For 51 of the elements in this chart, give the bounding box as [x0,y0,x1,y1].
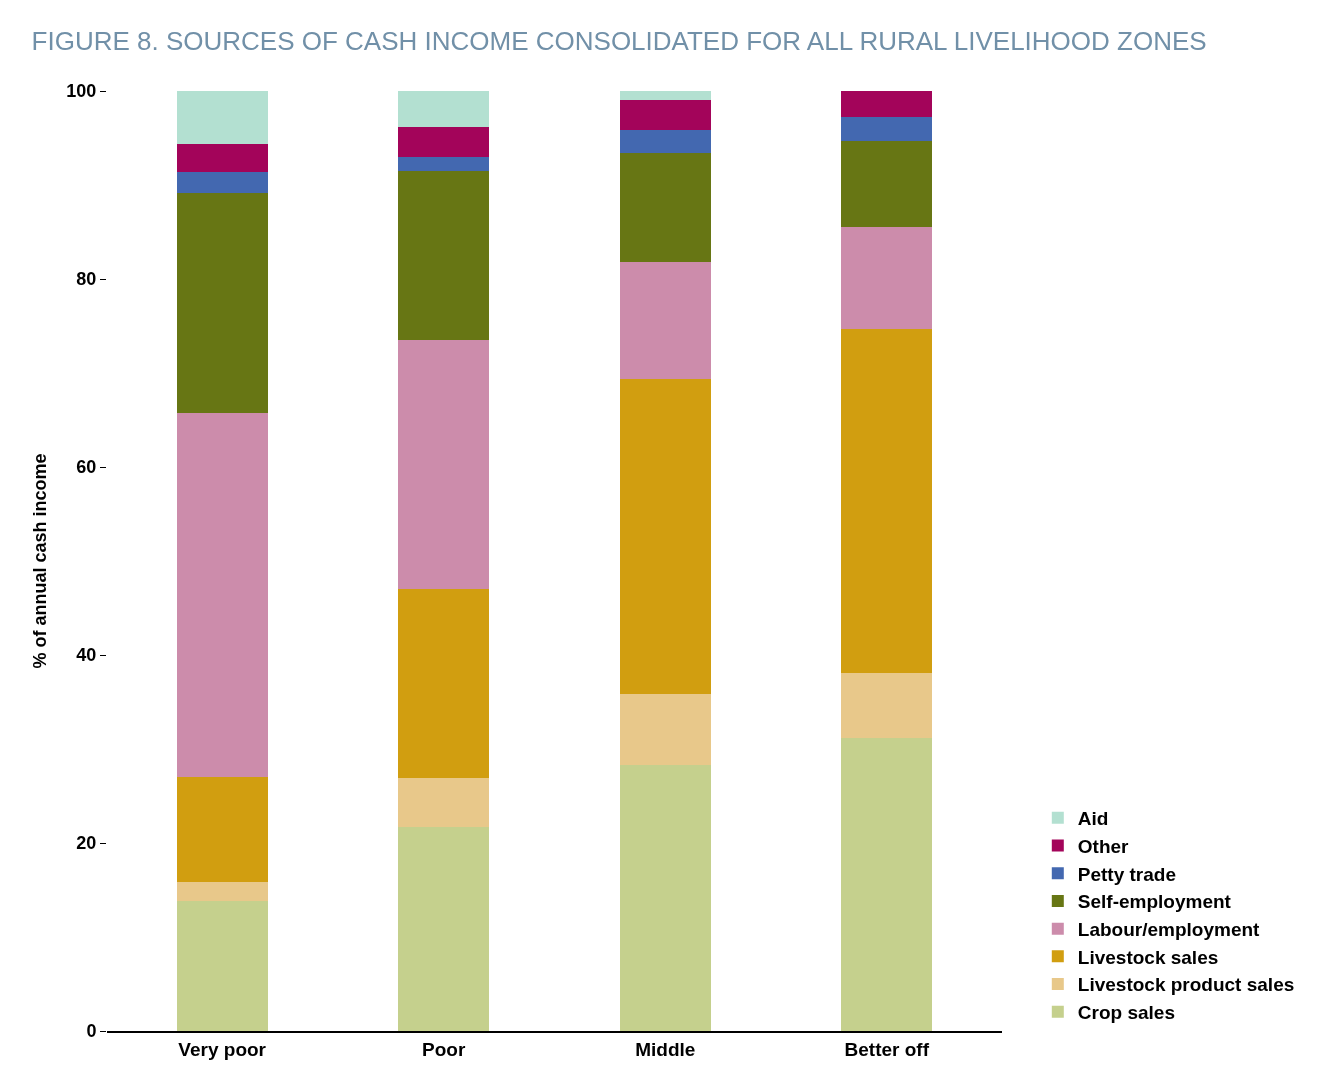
bar [619,91,711,101]
bar [398,589,490,779]
legend-label: Labour/employment [1077,919,1261,941]
bar [398,126,490,157]
y-axis-title: % of annual cash income [29,453,50,669]
bar [619,129,711,154]
bar [398,156,490,171]
y-tick-label: 40 [76,645,97,666]
bar [176,901,268,1031]
bar [841,117,933,141]
bar [176,171,268,194]
bar [841,672,933,738]
x-tick-label: Poor [422,1038,466,1060]
bar [619,693,711,765]
y-tick-label: 80 [76,269,97,290]
legend-label: Petty trade [1077,863,1176,885]
bar [398,778,490,828]
y-tick-label: 20 [76,833,97,854]
bar [619,262,711,379]
chart-title: FIGURE 8. SOURCES OF CASH INCOME CONSOLIDATED FOR ALL RURAL LIVELIHOOD ZONES [31,26,1207,57]
bar [841,227,933,329]
bar [176,193,268,414]
x-tick-label: Middle [635,1038,696,1060]
x-tick-label: Better off [844,1038,930,1060]
bar [176,881,268,902]
bar [176,413,268,778]
bar [841,91,933,118]
bar [841,737,933,1031]
legend-label: Other [1077,835,1130,857]
y-tick-label: 60 [76,457,97,478]
bar [398,91,490,127]
legend-label: Aid [1077,808,1109,830]
legend-label: Crop sales [1077,1002,1175,1024]
bar [841,328,933,673]
y-tick-label: 0 [86,1021,97,1042]
legend-label: Self-employment [1077,891,1232,913]
bar [176,91,268,144]
y-tick-label: 100 [66,81,97,102]
bar [176,143,268,172]
legend-label: Livestock product sales [1077,974,1295,996]
bar [841,140,933,228]
legend-label: Livestock sales [1077,946,1219,968]
x-tick-label: Very poor [178,1038,267,1060]
bar [398,170,490,341]
bar [619,764,711,1031]
bar [398,340,490,590]
bar [176,777,268,882]
bar [619,100,711,130]
bar [398,827,490,1031]
bar [619,378,711,694]
bar [619,153,711,263]
